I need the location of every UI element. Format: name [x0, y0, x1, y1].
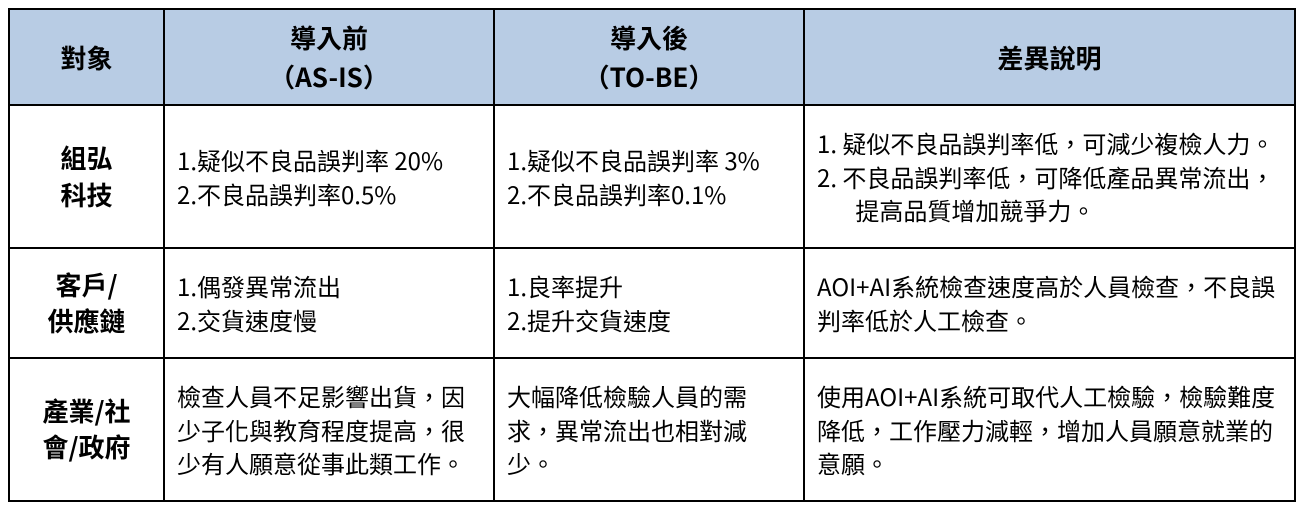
- col-header-diff: 差異說明: [804, 9, 1295, 105]
- table-body: 組弘科技 1.疑似不良品誤判率 20%2.不良品誤判率0.5% 1.疑似不良品誤…: [9, 105, 1295, 501]
- row-asis: 1.疑似不良品誤判率 20%2.不良品誤判率0.5%: [164, 105, 494, 248]
- table-row: 組弘科技 1.疑似不良品誤判率 20%2.不良品誤判率0.5% 1.疑似不良品誤…: [9, 105, 1295, 248]
- row-target: 客戶/供應鏈: [9, 248, 164, 357]
- row-asis: 1.偶發異常流出2.交貨速度慢: [164, 248, 494, 357]
- col-header-tobe: 導入後（TO-BE）: [494, 9, 804, 105]
- row-tobe: 大幅降低檢驗人員的需求，異常流出也相對減少。: [494, 358, 804, 501]
- row-diff: 使用AOI+AI系統可取代人工檢驗，檢驗難度降低，工作壓力減輕，增加人員願意就業…: [804, 358, 1295, 501]
- row-asis: 檢查人員不足影響出貨，因少子化與教育程度提高，很少有人願意從事此類工作。: [164, 358, 494, 501]
- table-row: 客戶/供應鏈 1.偶發異常流出2.交貨速度慢 1.良率提升2.提升交貨速度 AO…: [9, 248, 1295, 357]
- row-diff: 1. 疑似不良品誤判率低，可減少複檢人力。2. 不良品誤判率低，可降低產品異常流…: [804, 105, 1295, 248]
- row-tobe: 1.良率提升2.提升交貨速度: [494, 248, 804, 357]
- row-tobe: 1.疑似不良品誤判率 3%2.不良品誤判率0.1%: [494, 105, 804, 248]
- comparison-table: 對象 導入前（AS-IS） 導入後（TO-BE） 差異說明 組弘科技 1.疑似不…: [8, 8, 1296, 502]
- col-header-asis: 導入前（AS-IS）: [164, 9, 494, 105]
- table-header-row: 對象 導入前（AS-IS） 導入後（TO-BE） 差異說明: [9, 9, 1295, 105]
- col-header-target: 對象: [9, 9, 164, 105]
- row-target: 組弘科技: [9, 105, 164, 248]
- row-diff: AOI+AI系統檢查速度高於人員檢查，不良誤判率低於人工檢查。: [804, 248, 1295, 357]
- table-row: 產業/社會/政府 檢查人員不足影響出貨，因少子化與教育程度提高，很少有人願意從事…: [9, 358, 1295, 501]
- row-target: 產業/社會/政府: [9, 358, 164, 501]
